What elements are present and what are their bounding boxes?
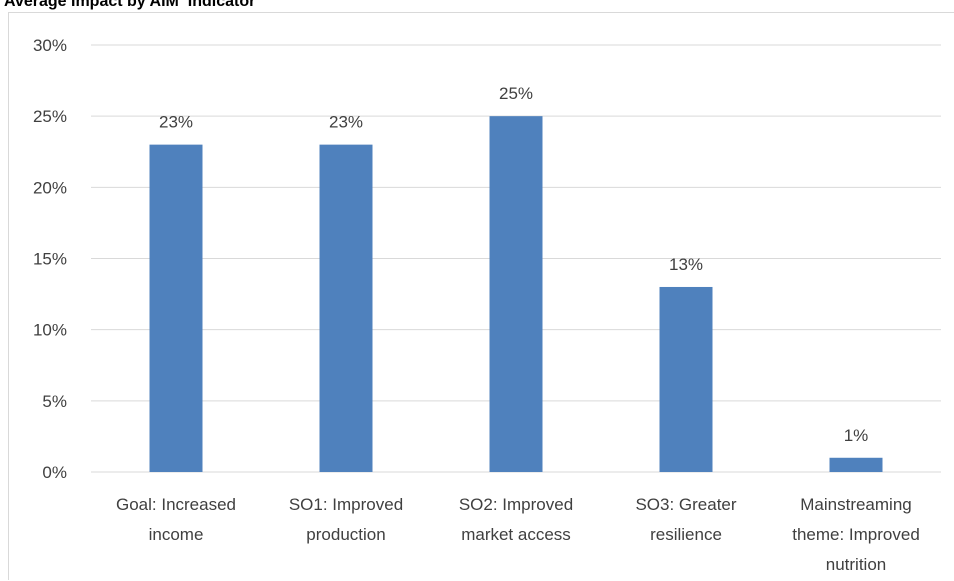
category-label: SO3: Greater resilience (635, 495, 736, 544)
category-label-line: SO3: Greater (635, 495, 736, 514)
x-axis-categories: Goal: Increased income SO1: Improved produc… (116, 495, 920, 574)
bar (659, 286, 713, 472)
y-tick-label: 30% (33, 36, 67, 55)
bars (149, 116, 883, 473)
y-tick-label: 5% (42, 392, 67, 411)
data-labels: 23% 23% 25% 13% 1% (159, 84, 868, 445)
data-label: 13% (669, 255, 703, 274)
category-label: SO1: Improved production (289, 495, 403, 544)
bar (489, 116, 543, 473)
category-label-line: income (149, 525, 204, 544)
category-label-line: Mainstreaming (800, 495, 912, 514)
y-tick-label: 20% (33, 178, 67, 197)
bar (319, 144, 373, 472)
data-label: 1% (844, 426, 869, 445)
category-label-line: production (306, 525, 385, 544)
category-label-line: SO2: Improved (459, 495, 573, 514)
y-tick-label: 0% (42, 463, 67, 482)
category-label: SO2: Improved market access (459, 495, 573, 544)
category-label: Goal: Increased income (116, 495, 236, 544)
category-label-line: Goal: Increased (116, 495, 236, 514)
category-label-line: market access (461, 525, 571, 544)
bar (829, 457, 883, 472)
bar (149, 144, 203, 472)
data-label: 25% (499, 84, 533, 103)
chart-title: Average Impact by AIM Indicator (4, 0, 256, 10)
category-label-line: SO1: Improved (289, 495, 403, 514)
y-tick-label: 25% (33, 107, 67, 126)
category-label: Mainstreaming theme: Improved nutrition (792, 495, 920, 574)
chart-area: 0% 5% 10% 15% 20% 25% 30% 23% 23% 25% 13% 1% Goal:… (8, 12, 954, 580)
y-tick-label: 15% (33, 250, 67, 269)
category-label-line: nutrition (826, 555, 886, 574)
category-label-line: theme: Improved (792, 525, 920, 544)
data-label: 23% (159, 113, 193, 132)
bar-chart: 0% 5% 10% 15% 20% 25% 30% 23% 23% 25% 13% 1% Goal:… (33, 36, 941, 574)
y-axis-ticks: 0% 5% 10% 15% 20% 25% 30% (33, 36, 67, 482)
y-tick-label: 10% (33, 321, 67, 340)
data-label: 23% (329, 113, 363, 132)
category-label-line: resilience (650, 525, 722, 544)
